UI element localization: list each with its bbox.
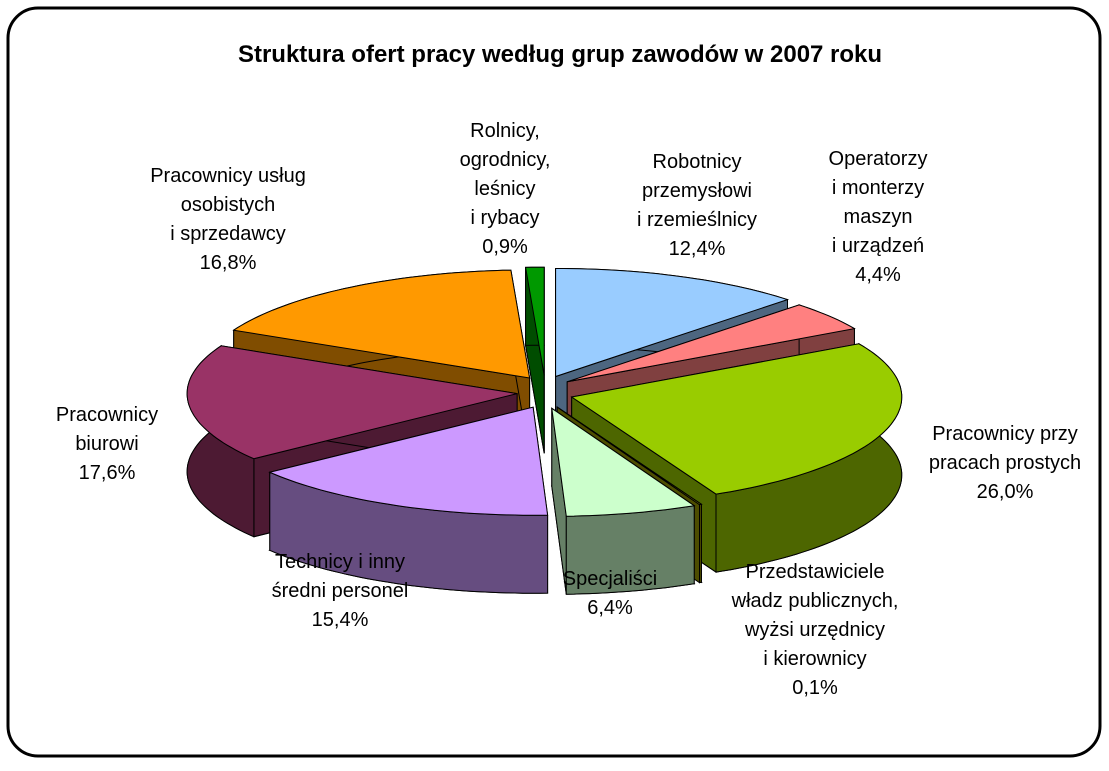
frame <box>6 6 1102 758</box>
slice <box>268 406 549 594</box>
slice-label: Pracownicy usług osobistych i sprzedawcy <box>150 165 306 245</box>
value-label: 0,9% <box>482 236 528 258</box>
value-label: 15,4% <box>312 609 369 631</box>
slice-label: Przedstawiciele władz publicznych, wyżsi u… <box>731 561 899 670</box>
value-label: 16,8% <box>200 252 257 274</box>
slice-label: Operatorzy i monterzy maszyn i urządzeń <box>829 148 928 257</box>
slice-label: Robotnicy przemysłowi i rzemieślnicy <box>637 151 757 231</box>
slice-top <box>268 406 549 516</box>
value-label: 17,6% <box>79 462 136 484</box>
slice-top <box>551 407 696 517</box>
slice-label: Specjaliści <box>563 568 657 590</box>
slice-label: Rolnicy, ogrodnicy, leśnicy i rybacy <box>460 120 551 229</box>
slice <box>525 266 545 454</box>
chart-title: Struktura ofert pracy według grup zawodó… <box>238 41 882 68</box>
slice-top <box>555 268 790 378</box>
slice-label: Pracownicy przy pracach prostych <box>929 423 1081 474</box>
slice-top <box>525 266 545 376</box>
value-label: 6,4% <box>587 597 633 619</box>
slice-top <box>232 269 531 379</box>
value-label: 4,4% <box>855 264 901 286</box>
slice-label: Technicy i inny średni personel <box>272 551 409 602</box>
value-label: 12,4% <box>669 238 726 260</box>
slice-top <box>556 406 703 506</box>
slice-top <box>186 345 518 460</box>
slice <box>551 407 696 595</box>
value-label: 26,0% <box>977 481 1034 503</box>
slice-top <box>567 304 856 383</box>
slice-label: Pracownicy biurowi <box>56 404 158 455</box>
value-label: 0,1% <box>792 677 838 699</box>
slice-top <box>570 343 903 495</box>
slice-outer-wall <box>699 503 702 584</box>
